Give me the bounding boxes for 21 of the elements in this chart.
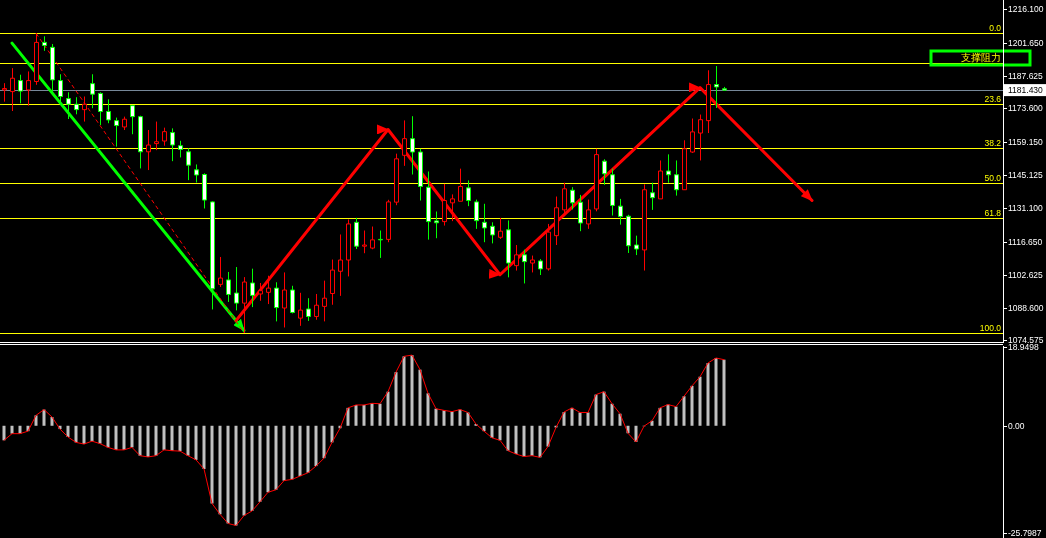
y-tick-label: 1187.625 [1008, 70, 1044, 81]
annotation: 50.0 [984, 173, 1002, 183]
y-tick-label: 1159.150 [1008, 137, 1044, 148]
annotation: 23.6 [984, 94, 1002, 104]
y-tick-label: 1088.600 [1008, 302, 1044, 313]
y-tick-label: 1102.625 [1008, 269, 1044, 280]
y-tick-label: 1173.600 [1008, 103, 1044, 114]
y-tick-label: -25.7987 [1008, 528, 1042, 538]
annotation: 100.0 [979, 323, 1002, 333]
annotation: 38.2 [984, 138, 1002, 148]
annotation: 61.8 [984, 208, 1002, 218]
y-tick-label: 1131.100 [1008, 203, 1044, 214]
y-tick-label: 1201.650 [1008, 37, 1044, 48]
y-tick-label: 1145.125 [1008, 170, 1044, 181]
y-tick-label: 0.00 [1008, 420, 1025, 431]
y-tick-label: 1116.650 [1008, 236, 1043, 247]
ref-line-label: 支撑阻力 [961, 52, 1001, 63]
annotation: 0.0 [989, 23, 1002, 33]
y-tick-label: 18.9498 [1008, 342, 1039, 352]
y-tick-label: 1216.100 [1008, 3, 1044, 14]
y-tick-label: 1181.430 [1008, 85, 1044, 96]
